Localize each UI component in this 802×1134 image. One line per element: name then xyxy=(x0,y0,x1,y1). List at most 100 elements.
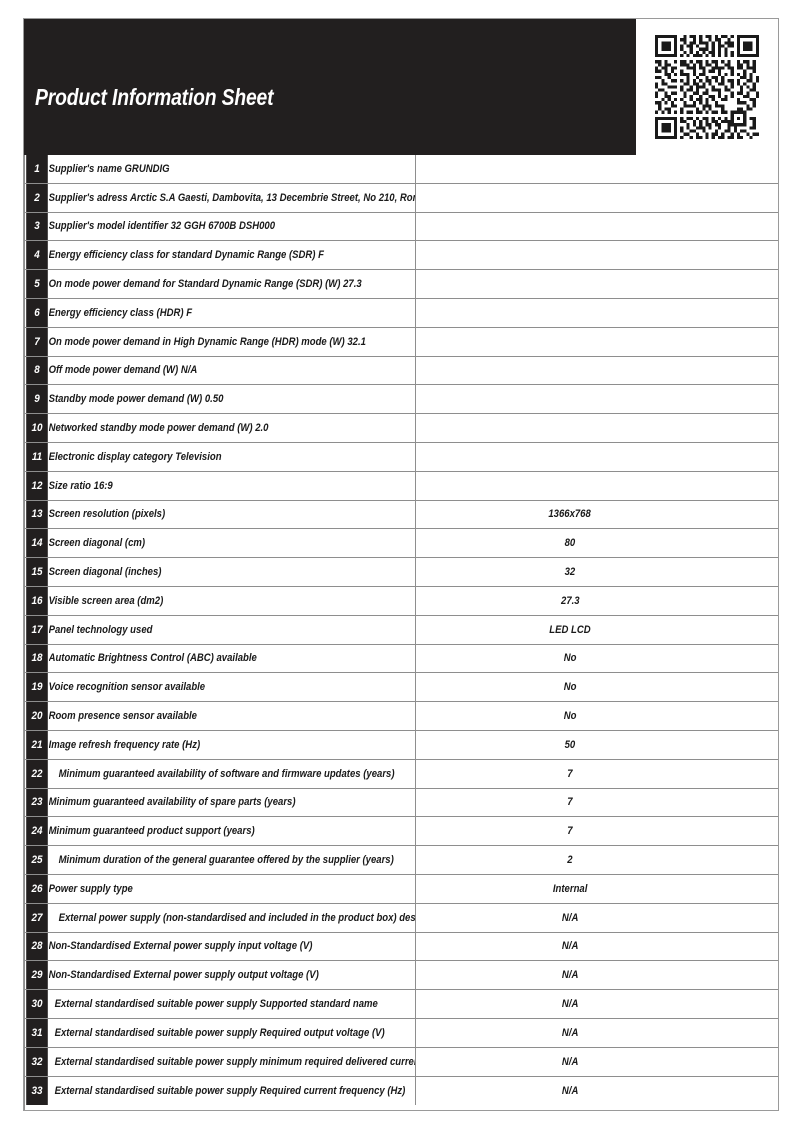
row-label-cell: External standardised suitable power sup… xyxy=(49,1047,416,1076)
row-number: 7 xyxy=(26,327,48,356)
document-sheet: Product Information Sheet xyxy=(23,18,779,1111)
row-label-cell: Off mode power demand (W) N/A xyxy=(49,356,416,385)
row-value-cell: N/A xyxy=(416,1048,778,1076)
table-row: 7 On mode power demand in High Dynamic Ra… xyxy=(24,327,778,357)
row-value: 27.3 xyxy=(560,594,580,607)
row-value: 7 xyxy=(567,796,573,809)
row-number: 5 xyxy=(26,270,48,298)
row-number: 3 xyxy=(26,212,48,241)
row-label-cell: Size ratio 16:9 xyxy=(49,471,416,500)
row-value-cell: Internal xyxy=(416,875,778,903)
table-row: 28 Non-Standardised External power supply… xyxy=(24,932,778,962)
table-row: 17 Panel technology used LED LCD xyxy=(24,615,778,645)
document-header: Product Information Sheet xyxy=(24,19,778,155)
table-row: 13 Screen resolution (pixels) 1366x768 xyxy=(24,500,778,530)
table-row: 10 Networked standby mode power demand (W… xyxy=(24,414,778,443)
row-value: 7 xyxy=(567,825,573,838)
row-label-cell: Energy efficiency class (HDR) F xyxy=(49,298,416,327)
header-dark-band: Product Information Sheet xyxy=(24,19,636,155)
table-row: 32 External standardised suitable power s… xyxy=(24,1047,778,1077)
row-label: Minimum guaranteed availability of softw… xyxy=(58,767,395,780)
row-value: 50 xyxy=(564,738,576,751)
row-value-cell xyxy=(416,328,778,356)
table-row: 24 Minimum guaranteed product support (ye… xyxy=(24,817,778,847)
row-number: 20 xyxy=(26,702,48,730)
row-label: Non-Standardised External power supply o… xyxy=(49,969,319,982)
row-value: No xyxy=(563,652,577,665)
row-number: 13 xyxy=(26,500,48,529)
row-number: 25 xyxy=(26,846,48,874)
row-value-cell xyxy=(416,213,778,241)
row-label-cell: Standby mode power demand (W) 0.50 xyxy=(49,385,416,414)
row-number: 12 xyxy=(26,471,48,500)
row-label-cell: Image refresh frequency rate (Hz) xyxy=(49,730,416,759)
row-number: 24 xyxy=(26,817,48,846)
row-label-cell: External power supply (non-standardised … xyxy=(49,903,416,932)
table-row: 25 Minimum duration of the general guaran… xyxy=(24,846,778,875)
row-label-cell: On mode power demand in High Dynamic Ran… xyxy=(49,327,416,356)
row-value: N/A xyxy=(561,911,579,924)
table-row: 18 Automatic Brightness Control (ABC) ava… xyxy=(24,644,778,674)
table-row: 4 Energy efficiency class for standard Dy… xyxy=(24,241,778,271)
table-left-rail xyxy=(24,155,25,1110)
table-row: 1 Supplier's name GRUNDIG xyxy=(24,155,778,184)
row-value-cell xyxy=(416,241,778,269)
row-label-cell: Supplier's model identifier 32 GGH 6700B… xyxy=(49,212,416,241)
row-number: 10 xyxy=(26,414,48,442)
row-value-cell xyxy=(416,472,778,500)
row-number: 21 xyxy=(26,730,48,759)
row-value-cell: N/A xyxy=(416,933,778,961)
table-row: 12 Size ratio 16:9 xyxy=(24,471,778,501)
row-number: 1 xyxy=(26,155,48,183)
row-value-cell: 7 xyxy=(416,817,778,845)
row-label: Electronic display category Television xyxy=(49,450,222,463)
row-value-cell: 7 xyxy=(416,789,778,817)
row-label-cell: Minimum guaranteed availability of softw… xyxy=(49,759,416,788)
row-number: 17 xyxy=(26,615,48,644)
row-number: 26 xyxy=(26,874,48,903)
row-label: Panel technology used xyxy=(49,623,153,636)
row-value-cell xyxy=(416,385,778,413)
row-value-cell: N/A xyxy=(416,1019,778,1047)
row-label: Off mode power demand (W) N/A xyxy=(49,364,198,377)
row-label: Supplier's name GRUNDIG xyxy=(49,162,170,175)
table-row: 15 Screen diagonal (inches) 32 xyxy=(24,558,778,587)
row-value: 7 xyxy=(567,767,573,780)
row-value: 1366x768 xyxy=(548,508,592,521)
row-value-cell: N/A xyxy=(416,961,778,989)
row-label-cell: Power supply type xyxy=(49,874,416,903)
row-number: 30 xyxy=(26,990,48,1018)
row-value: N/A xyxy=(561,1055,579,1068)
row-value: N/A xyxy=(561,940,579,953)
row-label: Automatic Brightness Control (ABC) avail… xyxy=(49,652,257,665)
row-label: Screen diagonal (cm) xyxy=(49,537,146,550)
row-value-cell: No xyxy=(416,645,778,673)
row-number: 6 xyxy=(26,298,48,327)
row-label-cell: Minimum guaranteed product support (year… xyxy=(49,817,416,846)
row-number: 8 xyxy=(26,356,48,385)
row-number: 28 xyxy=(26,932,48,961)
row-label-cell: Minimum duration of the general guarante… xyxy=(49,846,416,874)
row-number: 18 xyxy=(26,644,48,673)
row-label: Image refresh frequency rate (Hz) xyxy=(49,738,201,751)
table-row: 27 External power supply (non-standardise… xyxy=(24,903,778,933)
row-number: 29 xyxy=(26,961,48,990)
row-label-cell: Panel technology used xyxy=(49,615,416,644)
row-label-cell: On mode power demand for Standard Dynami… xyxy=(49,270,416,298)
row-value: No xyxy=(563,710,577,723)
table-row: 23 Minimum guaranteed availability of spa… xyxy=(24,788,778,818)
row-label: Minimum guaranteed availability of spare… xyxy=(49,796,296,809)
row-label-cell: External standardised suitable power sup… xyxy=(49,1018,416,1047)
row-label: Room presence sensor available xyxy=(49,710,197,723)
row-label-cell: Networked standby mode power demand (W) … xyxy=(49,414,416,442)
row-label-cell: Non-Standardised External power supply i… xyxy=(49,932,416,961)
row-label: Minimum guaranteed product support (year… xyxy=(49,825,255,838)
table-row: 30 External standardised suitable power s… xyxy=(24,990,778,1019)
row-value-cell: LED LCD xyxy=(416,616,778,644)
row-label: Networked standby mode power demand (W) … xyxy=(49,422,269,435)
table-row: 6 Energy efficiency class (HDR) F xyxy=(24,298,778,328)
table-row: 2 Supplier's adress Arctic S.A Gaesti, Da… xyxy=(24,183,778,213)
row-label: On mode power demand for Standard Dynami… xyxy=(49,278,362,291)
row-value: N/A xyxy=(561,969,579,982)
table-row: 11 Electronic display category Television xyxy=(24,442,778,472)
